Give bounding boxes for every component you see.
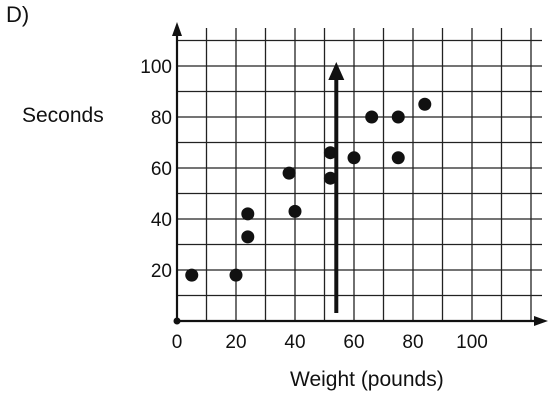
- origin-dot: [173, 317, 181, 325]
- x-tick-label: 40: [284, 332, 305, 353]
- data-points: [185, 97, 432, 282]
- x-tick-label: 100: [456, 332, 488, 353]
- grid: [177, 28, 542, 321]
- data-point: [323, 171, 337, 185]
- x-tick-label: 0: [172, 332, 183, 353]
- data-point: [365, 110, 379, 124]
- y-tick-label: 60: [151, 159, 172, 180]
- x-tick-label: 20: [225, 332, 246, 353]
- data-point: [241, 230, 255, 244]
- vertical-arrow-head: [328, 62, 345, 80]
- data-point: [229, 268, 243, 282]
- x-tick-label: 60: [343, 332, 364, 353]
- y-tick-label: 80: [151, 108, 172, 129]
- y-tick-label: 40: [151, 210, 172, 231]
- y-tick-label: 100: [140, 57, 172, 78]
- y-axis-arrowhead: [172, 22, 182, 36]
- data-point: [418, 97, 432, 111]
- y-axis-label: Seconds: [22, 104, 104, 127]
- axes: [172, 22, 548, 326]
- data-point: [282, 166, 296, 180]
- x-axis-arrowhead: [534, 316, 548, 326]
- data-point: [323, 146, 337, 160]
- data-point: [391, 110, 405, 124]
- data-point: [347, 151, 361, 165]
- data-point: [241, 207, 255, 221]
- x-tick-label: 80: [402, 332, 423, 353]
- data-point: [391, 151, 405, 165]
- panel-label: D): [6, 2, 30, 27]
- x-axis-label: Weight (pounds): [290, 368, 444, 391]
- annotations: [328, 62, 345, 313]
- data-point: [185, 268, 199, 282]
- data-point: [288, 204, 302, 218]
- tick-labels: 0 20 40 60 80 100 20 40 60 80 100: [140, 57, 488, 353]
- y-tick-label: 20: [151, 261, 172, 282]
